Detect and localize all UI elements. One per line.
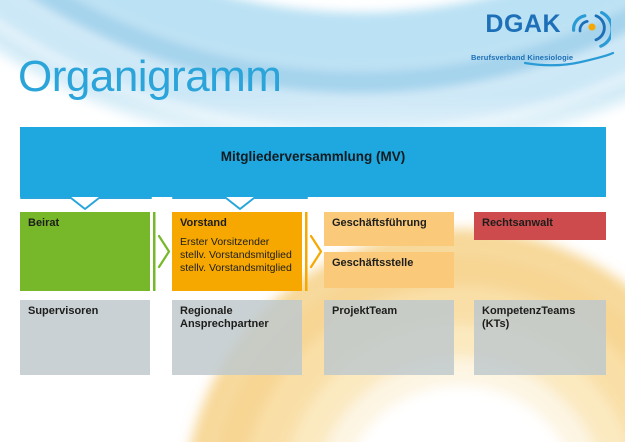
- org-node-vorstand: Vorstand Erster Vorsitzender stellv. Vor…: [172, 212, 302, 291]
- vorstand-member: stellv. Vorstandsmitglied: [180, 249, 292, 261]
- org-node-label: Mitgliederversammlung (MV): [220, 149, 406, 164]
- vorstand-chevron-connector: [305, 212, 323, 291]
- logo-underline-swoosh-icon: [523, 51, 615, 67]
- page-title: Organigramm: [18, 52, 282, 101]
- beirat-chevron-connector: [153, 212, 171, 291]
- org-node-geschaeftsfuehrung: Geschäftsführung: [324, 212, 454, 246]
- org-node-rechtsanwalt: Rechtsanwalt: [474, 212, 606, 240]
- org-node-projektteam: ProjektTeam: [324, 300, 454, 375]
- logo-tagline: Berufsverband Kinesiologie: [471, 53, 574, 62]
- dgak-logo: DGAK Berufsverband Kinesiologie: [471, 10, 615, 67]
- org-node-kompetenzteams: KompetenzTeams (KTs): [474, 300, 606, 375]
- org-node-regionale-ansprechpartner: Regionale Ansprechpartner: [172, 300, 302, 375]
- org-node-geschaeftsstelle: Geschäftsstelle: [324, 252, 454, 288]
- org-node-mitgliederversammlung: Mitgliederversammlung (MV): [20, 127, 606, 197]
- bracket-beirat: [20, 197, 152, 210]
- vorstand-members: Erster Vorsitzender stellv. Vorstandsmit…: [180, 236, 294, 275]
- logo-wordmark: DGAK: [485, 10, 561, 38]
- bracket-vorstand: [172, 197, 308, 210]
- connector-brackets: [20, 197, 308, 210]
- org-node-supervisoren: Supervisoren: [20, 300, 150, 375]
- org-node-beirat: Beirat: [20, 212, 150, 291]
- vorstand-member: Erster Vorsitzender: [180, 236, 270, 248]
- logo-swoosh-icon: [571, 11, 611, 48]
- vorstand-member: stellv. Vorstandsmitglied: [180, 262, 292, 274]
